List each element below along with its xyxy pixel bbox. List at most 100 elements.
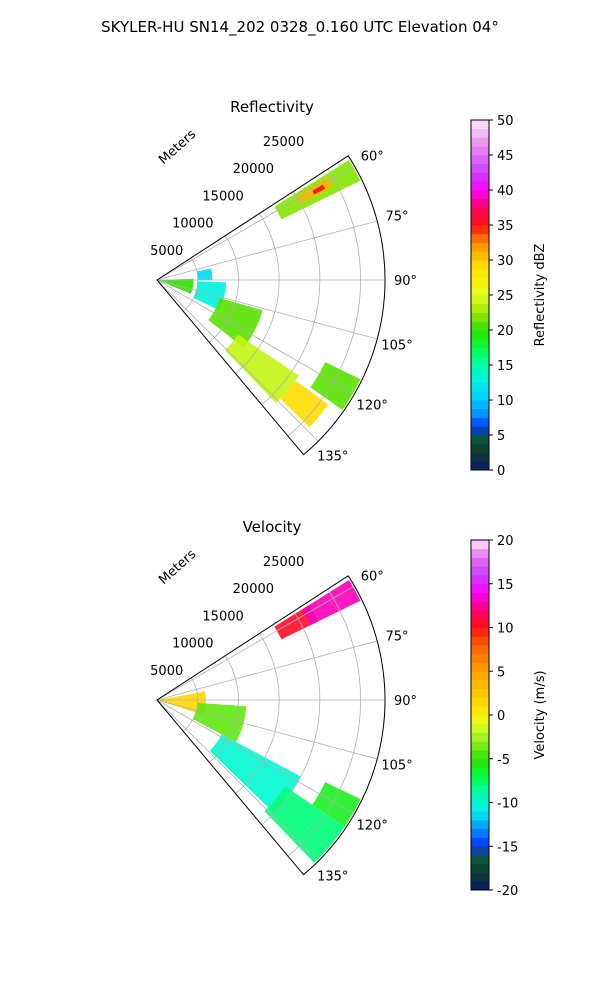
range-axis-label: Meters [156, 127, 199, 168]
echo-region [192, 702, 247, 743]
colorbar-segment [471, 732, 489, 742]
colorbar-tick-label: 25 [497, 289, 514, 304]
colorbar-segment [471, 408, 489, 418]
colorbar-segment [471, 828, 489, 838]
reflectivity-panel: Reflectivity 5000 10000 15000 20000 25000 60° 7… [150, 98, 548, 479]
colorbar-segment [471, 155, 489, 165]
colorbar-segment [471, 426, 489, 436]
colorbar-segment [471, 583, 489, 593]
azimuth-spoke [156, 699, 319, 862]
colorbar-segment [471, 443, 489, 453]
figure-title: SKYLER-HU SN14_202 0328_0.160 UTC Elevat… [101, 18, 499, 37]
colorbar-segment [471, 417, 489, 427]
colorbar-segment [471, 715, 489, 725]
colorbar-segment [471, 321, 489, 331]
colorbar-segment [471, 330, 489, 340]
echo-region [310, 362, 361, 410]
azimuth-spoke [156, 165, 355, 281]
colorbar-segment [471, 776, 489, 786]
range-ring [287, 168, 361, 437]
angle-tick-label: 135° [317, 450, 348, 465]
colorbar-tick-label: 15 [497, 359, 514, 374]
colorbar-segment [471, 680, 489, 690]
colorbar-tick-label: -5 [497, 753, 510, 768]
range-ring [235, 633, 280, 794]
colorbar-segment [471, 233, 489, 243]
colorbar-segment [471, 645, 489, 655]
colorbar-segment [471, 601, 489, 611]
colorbar-segment [471, 837, 489, 847]
colorbar-segment [471, 146, 489, 156]
colorbar-segment [471, 461, 489, 471]
azimuth-spoke [156, 585, 355, 701]
colorbar-segment [471, 750, 489, 760]
colorbar-segment [471, 382, 489, 392]
colorbar-segment [471, 758, 489, 768]
colorbar-tick-label: 5 [497, 429, 505, 444]
colorbar-segment [471, 767, 489, 777]
colorbar-tick-label: 30 [497, 254, 514, 269]
colorbar-tick-label: 50 [497, 114, 514, 129]
colorbar-segment [471, 881, 489, 891]
angle-tick-label: 75° [386, 630, 409, 645]
colorbar-segment [471, 548, 489, 558]
range-ring [209, 235, 239, 343]
colorbar-segment [471, 312, 489, 322]
colorbar-segment [471, 540, 489, 550]
range-tick-label: 25000 [263, 135, 304, 150]
angle-tick-label: 90° [394, 694, 417, 709]
angle-tick-label: 105° [381, 758, 412, 773]
colorbar-tick-label: 35 [497, 219, 514, 234]
range-tick-label: 15000 [202, 189, 243, 204]
colorbar-segment [471, 137, 489, 147]
colorbar-tick-label: 45 [497, 149, 514, 164]
angle-tick-label: 135° [317, 870, 348, 885]
echo-region [312, 782, 361, 827]
colorbar-segment [471, 163, 489, 173]
range-tick-label: 10000 [172, 637, 213, 652]
panel-title: Reflectivity [230, 98, 314, 116]
colorbar-segment [471, 793, 489, 803]
colorbar: -20 -15 -10 -5 0 5 10 15 20 Velocity (m/s) [470, 534, 548, 899]
range-tick-label: 20000 [233, 582, 274, 597]
colorbar-tick-label: -20 [497, 884, 518, 899]
colorbar-tick-label: 0 [497, 464, 505, 479]
colorbar-label: Reflectivity dBZ [533, 244, 548, 347]
colorbar-segment [471, 618, 489, 628]
range-ring [182, 677, 199, 732]
sector-outline [156, 575, 386, 876]
echo-region [264, 786, 345, 863]
colorbar-segment [471, 400, 489, 410]
colorbar-segment [471, 172, 489, 182]
echo-region [196, 268, 213, 280]
colorbar-segment [471, 820, 489, 830]
azimuth-spoke [156, 279, 319, 442]
angle-tick-label: 60° [361, 570, 384, 585]
colorbar-segment [471, 260, 489, 270]
colorbar-segment [471, 785, 489, 795]
colorbar-segment [471, 128, 489, 138]
colorbar-segment [471, 435, 489, 445]
range-tick-label: 5000 [150, 244, 183, 259]
azimuth-spoke [156, 220, 378, 281]
colorbar-segment [471, 295, 489, 305]
colorbar-tick-label: -10 [497, 797, 518, 812]
echo-region [158, 691, 206, 716]
azimuth-spoke [156, 699, 355, 815]
sector-outline [156, 155, 386, 456]
colorbar-segment [471, 627, 489, 637]
colorbar-segment [471, 198, 489, 208]
colorbar-segment [471, 802, 489, 812]
angle-tick-label: 60° [361, 150, 384, 165]
azimuth-spoke [156, 279, 355, 395]
colorbar-segment [471, 347, 489, 357]
colorbar-segment [471, 566, 489, 576]
colorbar-segment [471, 846, 489, 856]
colorbar-segment [471, 557, 489, 567]
angle-tick-label: 90° [394, 274, 417, 289]
colorbar-segment [471, 391, 489, 401]
colorbar-tick-label: 10 [497, 394, 514, 409]
range-axis-label: Meters [156, 547, 199, 588]
range-ring [261, 611, 321, 826]
colorbar-segment [471, 190, 489, 200]
